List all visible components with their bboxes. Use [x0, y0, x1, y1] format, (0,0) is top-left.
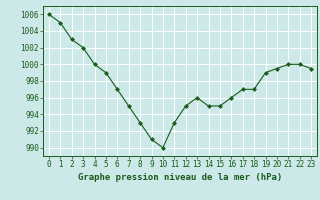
X-axis label: Graphe pression niveau de la mer (hPa): Graphe pression niveau de la mer (hPa) — [78, 173, 282, 182]
